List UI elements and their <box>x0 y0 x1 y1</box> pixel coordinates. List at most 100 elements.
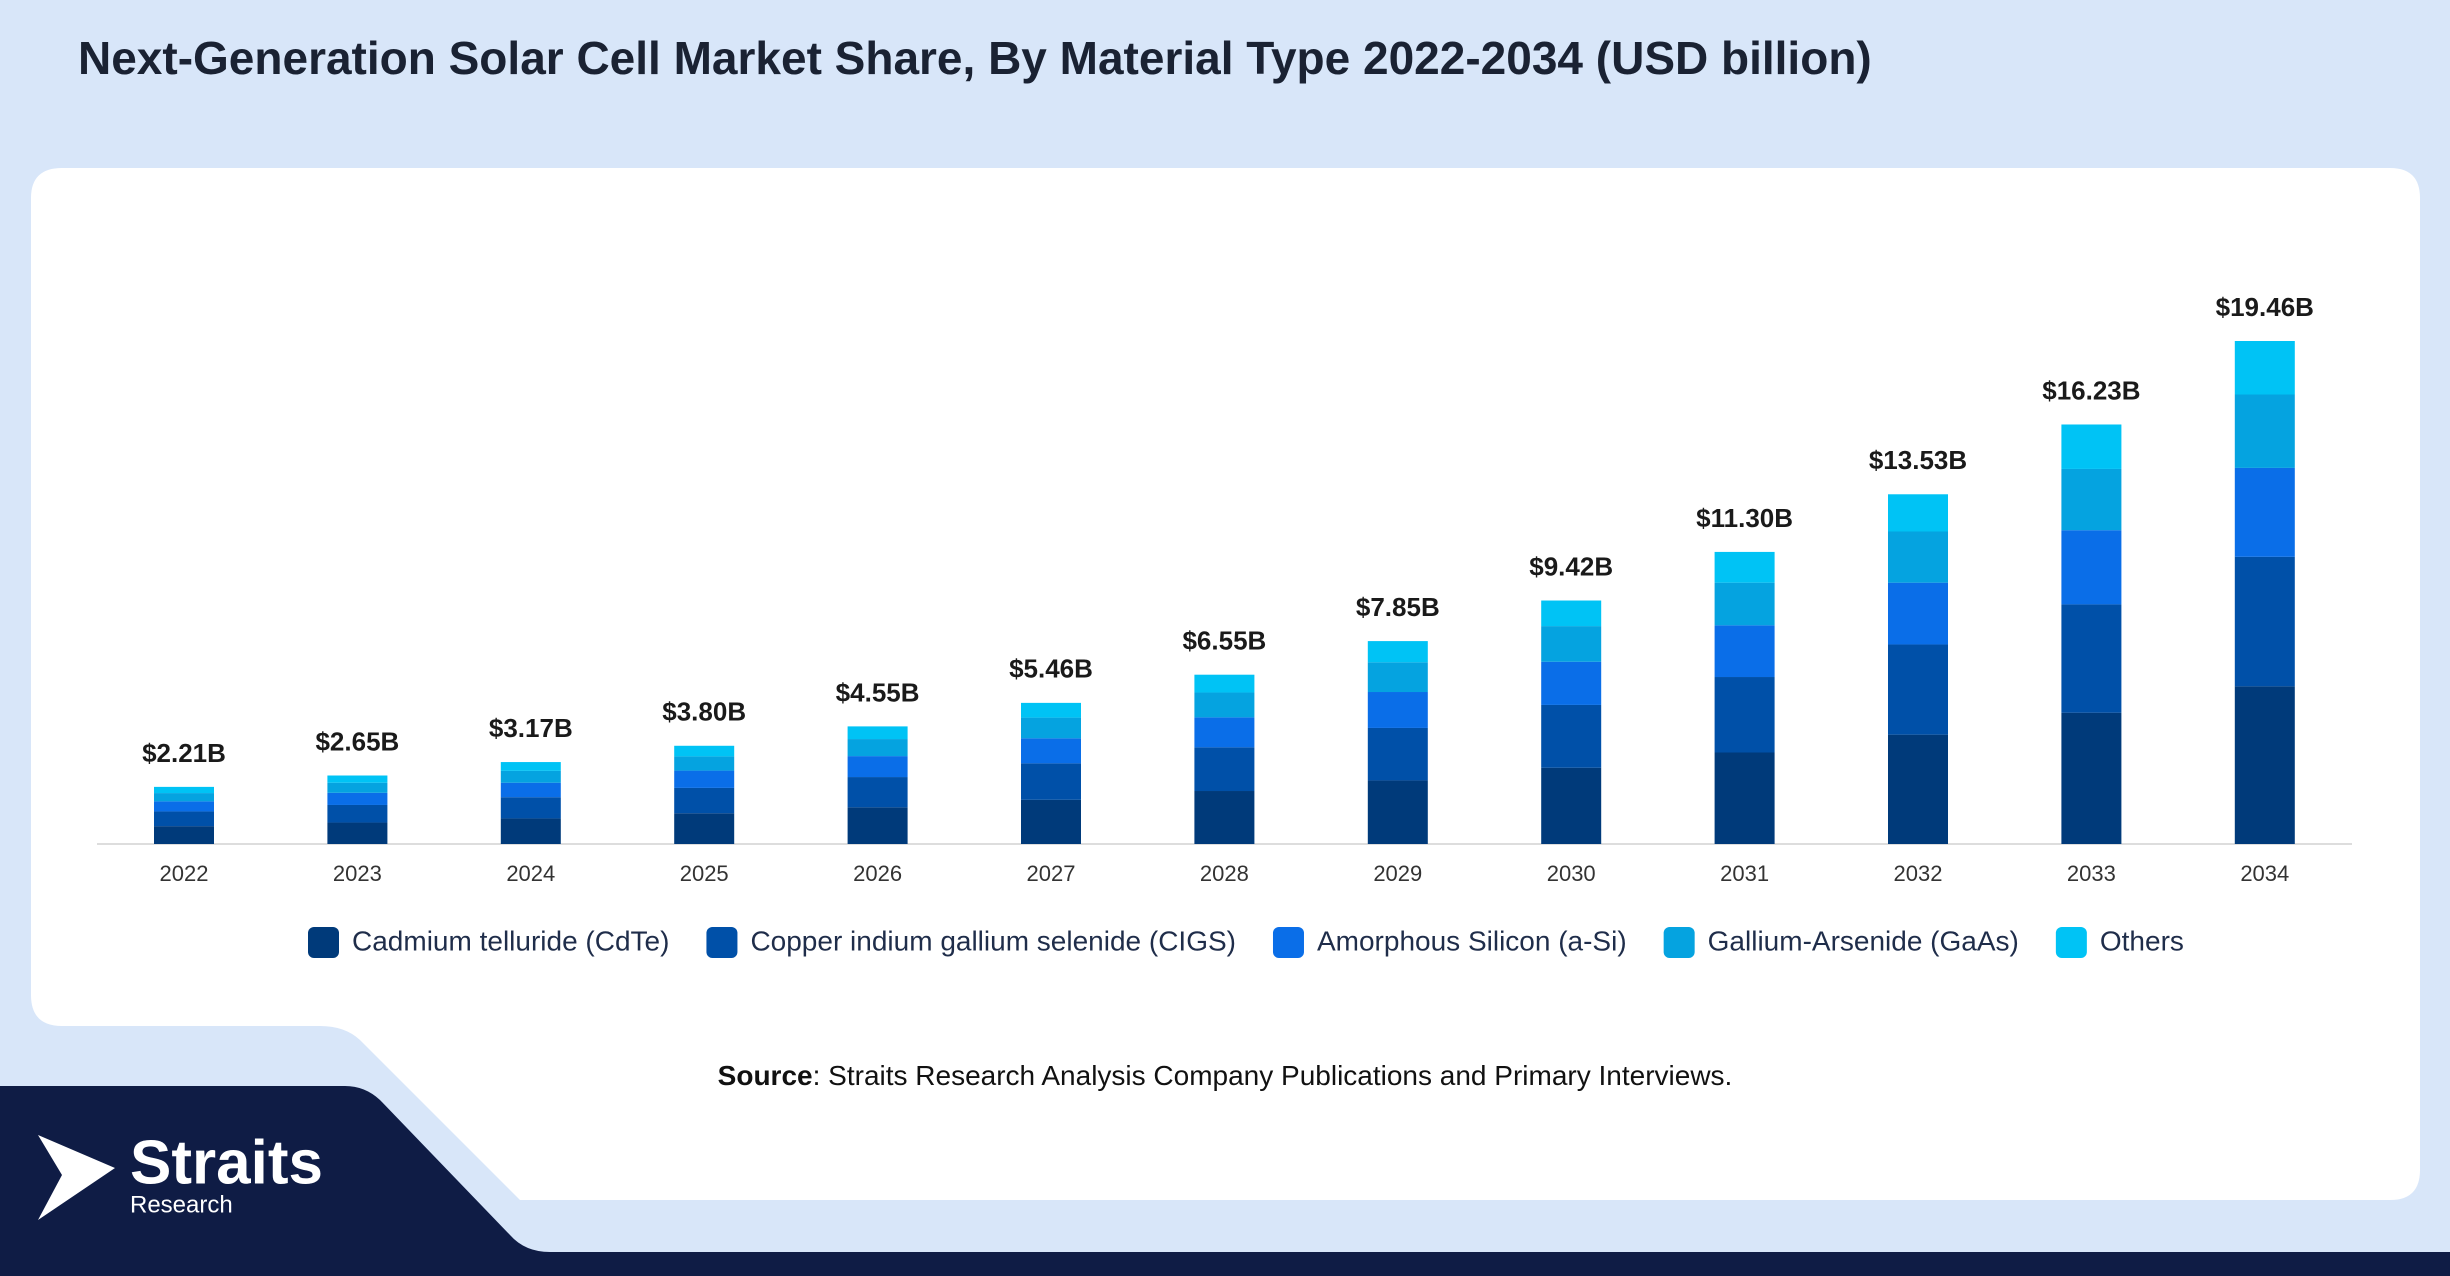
total-label: $16.23B <box>2042 375 2140 405</box>
x-tick-label: 2028 <box>1200 861 1249 886</box>
bar-segment <box>1888 644 1948 735</box>
total-label: $7.85B <box>1356 592 1440 622</box>
total-label: $5.46B <box>1009 654 1093 684</box>
total-label: $9.42B <box>1529 551 1613 581</box>
bar-segment <box>500 770 561 783</box>
legend-label: Others <box>2100 925 2184 956</box>
bar-segment <box>847 777 908 808</box>
x-tick-label: 2034 <box>2240 861 2289 886</box>
bar-segment <box>1541 661 1602 705</box>
legend-swatch <box>308 927 339 958</box>
bar-segment <box>1541 767 1602 844</box>
bar-segment <box>154 786 214 794</box>
x-tick-label: 2032 <box>1894 861 1943 886</box>
bar-segment <box>1194 717 1255 748</box>
bar-segment <box>1888 734 1948 844</box>
bar-segment <box>847 739 908 757</box>
x-tick-label: 2030 <box>1547 861 1596 886</box>
logo-icon <box>38 1135 115 1220</box>
total-label: $6.55B <box>1182 626 1266 656</box>
bar-segment <box>1541 600 1602 627</box>
legend-label: Copper indium gallium selenide (CIGS) <box>750 925 1236 956</box>
bar-segment <box>1714 551 1775 583</box>
bar-segment <box>500 782 561 798</box>
bar-segment <box>1888 582 1948 645</box>
legend-label: Cadmium telluride (CdTe) <box>352 925 669 956</box>
bar-segment <box>327 775 388 783</box>
bar-segment <box>674 770 735 788</box>
bar-segment <box>154 811 214 827</box>
x-tick-label: 2033 <box>2067 861 2116 886</box>
bar-segment <box>1367 662 1428 693</box>
x-tick-label: 2025 <box>680 861 729 886</box>
bar-segment <box>674 745 735 757</box>
bar-segment <box>327 792 388 805</box>
bar-segment <box>2061 468 2122 531</box>
bar-segment <box>1021 702 1081 718</box>
bar-segment <box>1021 799 1081 844</box>
legend-swatch <box>2055 927 2087 958</box>
bar-segment <box>1541 626 1602 662</box>
bar-segment <box>1021 717 1081 739</box>
total-label: $2.65B <box>315 726 399 756</box>
bar-segment <box>327 804 388 823</box>
x-tick-label: 2024 <box>506 861 555 886</box>
bar-segment <box>1714 752 1775 844</box>
bar-segment <box>674 756 735 771</box>
bar-segment <box>2234 686 2295 844</box>
bar-segment <box>847 726 908 740</box>
bar-segment <box>674 787 735 814</box>
bar-segment <box>1367 641 1428 663</box>
source-text: : Straits Research Analysis Company Publ… <box>813 1060 1733 1091</box>
legend-swatch <box>706 927 738 958</box>
bar-segment <box>1367 727 1428 781</box>
bar-segment <box>154 826 214 844</box>
bar-segment <box>154 793 214 802</box>
x-tick-label: 2026 <box>853 861 902 886</box>
bar-segment <box>1194 692 1255 718</box>
bar-segment <box>1888 494 1948 532</box>
total-label: $3.17B <box>489 713 573 743</box>
source: Source: Straits Research Analysis Compan… <box>718 1060 1733 1091</box>
x-tick-label: 2023 <box>333 861 382 886</box>
x-tick-label: 2027 <box>1027 861 1076 886</box>
bar-segment <box>1888 531 1948 583</box>
bar-segment <box>1714 582 1775 626</box>
bar-segment <box>1714 677 1775 753</box>
total-label: $11.30B <box>1696 503 1793 533</box>
logo-sub: Research <box>130 1191 233 1218</box>
bar-segment <box>1367 780 1428 844</box>
bar-segment <box>2234 341 2295 395</box>
bar-segment <box>1194 747 1255 792</box>
bar-segment <box>847 807 908 844</box>
bar-segment <box>1541 704 1602 768</box>
bar-segment <box>2234 556 2295 687</box>
x-tick-label: 2022 <box>160 861 209 886</box>
bar-segment <box>1194 791 1255 844</box>
total-label: $3.80B <box>662 697 746 727</box>
x-tick-label: 2031 <box>1720 861 1769 886</box>
logo-name: Straits <box>130 1128 323 1197</box>
total-label: $19.46B <box>2216 292 2314 322</box>
bar-segment <box>1367 692 1428 728</box>
bar-segment <box>1714 625 1775 678</box>
legend-swatch <box>1663 927 1695 958</box>
chart-title: Next-Generation Solar Cell Market Share,… <box>78 32 1872 84</box>
bar-segment <box>2061 604 2122 713</box>
bar-segment <box>2061 712 2122 844</box>
source-label: Source <box>718 1060 813 1091</box>
bar-segment <box>154 801 214 812</box>
legend-swatch <box>1272 927 1304 958</box>
bar-segment <box>2234 394 2295 468</box>
total-label: $13.53B <box>1869 445 1967 475</box>
bar-segment <box>2061 424 2122 469</box>
x-tick-label: 2029 <box>1373 861 1422 886</box>
total-label: $2.21B <box>142 738 226 768</box>
bar-segment <box>2234 467 2295 557</box>
footer-band <box>0 1086 2450 1276</box>
bar-segment <box>500 818 561 844</box>
bar-segment <box>674 813 735 844</box>
bar-segment <box>327 822 388 844</box>
